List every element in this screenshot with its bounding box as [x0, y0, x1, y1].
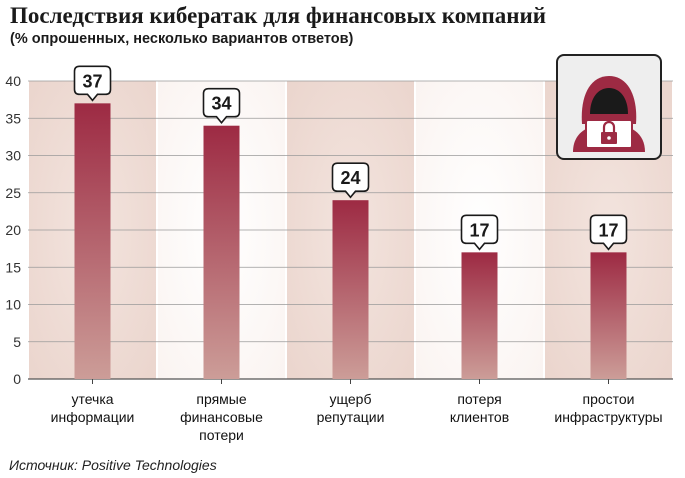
bar [590, 252, 627, 379]
hacker-icon [556, 54, 662, 160]
data-label-bubble [460, 214, 499, 251]
bar [461, 252, 498, 379]
y-tick-label: 10 [5, 297, 21, 313]
x-category-label-line: утечка [71, 391, 113, 407]
x-category-label: утечка информации [51, 391, 135, 425]
bar [74, 103, 111, 379]
y-tick-label: 35 [5, 110, 21, 126]
x-category-label: простои инфраструктуры [554, 391, 662, 425]
x-category-label: прямые финансовые потери [180, 391, 263, 443]
data-label: 37 [82, 71, 102, 91]
data-label-bubble [202, 87, 241, 124]
x-category-label-line: клиентов [450, 409, 509, 425]
chart-title: Последствия кибератак для финансовых ком… [10, 3, 546, 28]
y-tick-label: 25 [5, 185, 21, 201]
data-label: 17 [598, 220, 618, 240]
y-tick-label: 30 [5, 148, 21, 164]
x-category-label-line: потери [199, 427, 244, 443]
x-category-label-line: прямые [196, 391, 246, 407]
x-category-label-line: простои [582, 391, 634, 407]
x-category-label-line: потеря [457, 391, 501, 407]
y-tick-label: 20 [5, 222, 21, 238]
bar [332, 200, 369, 379]
x-category-label: ущерб репутации [317, 391, 385, 425]
y-tick-label: 0 [13, 371, 21, 387]
data-label-bubble [589, 214, 628, 251]
x-category-label-line: финансовые [180, 409, 263, 425]
y-tick-label: 40 [5, 73, 21, 89]
data-label: 34 [211, 94, 231, 114]
source-note: Источник: Positive Technologies [9, 457, 217, 473]
data-label-bubble [73, 65, 112, 102]
y-tick-label: 5 [13, 334, 21, 350]
x-category-label: потеря клиентов [450, 391, 509, 425]
bar [203, 125, 240, 379]
x-category-label-line: информации [51, 409, 135, 425]
data-label: 17 [469, 220, 489, 240]
x-category-label-line: ущерб [330, 391, 372, 407]
x-category-label-line: инфраструктуры [554, 409, 662, 425]
chart-subtitle: (% опрошенных, несколько вариантов ответ… [10, 31, 354, 47]
data-label: 24 [340, 168, 360, 188]
data-label-bubble [331, 162, 370, 199]
y-tick-label: 15 [5, 259, 21, 275]
x-category-label-line: репутации [317, 409, 385, 425]
